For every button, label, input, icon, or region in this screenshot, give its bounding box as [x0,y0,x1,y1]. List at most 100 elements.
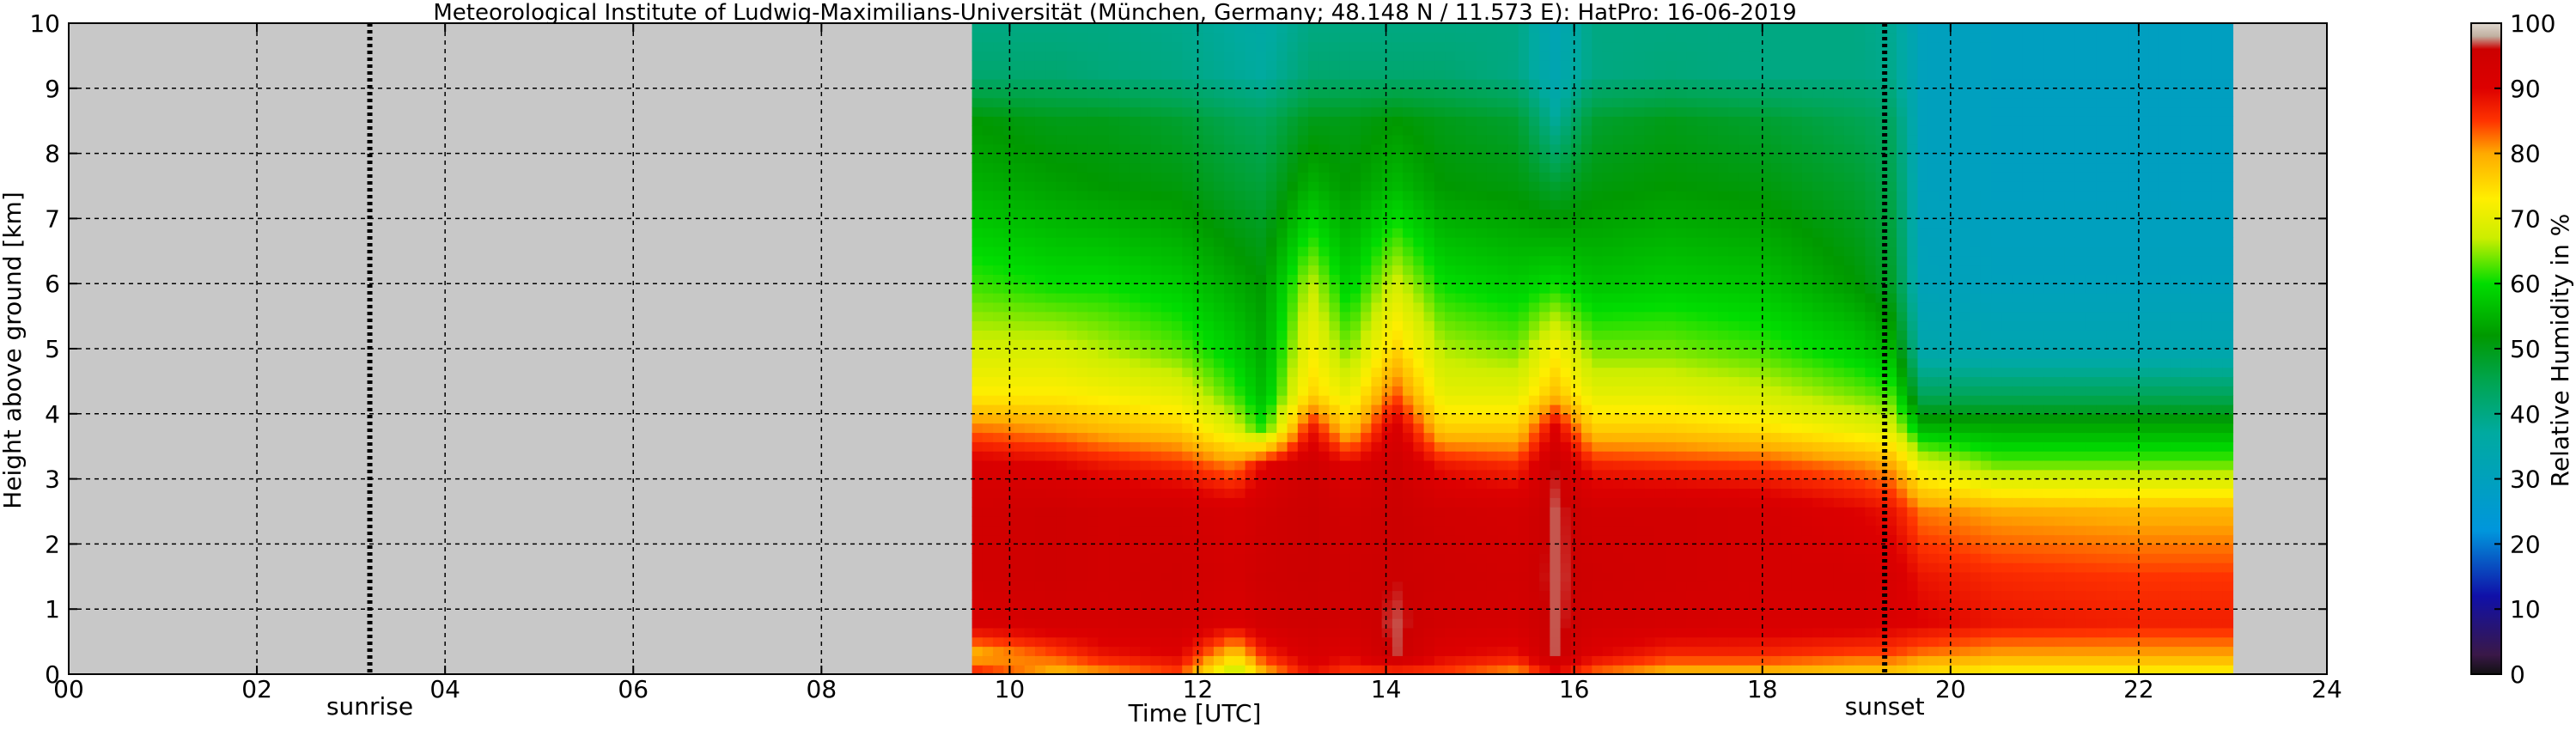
heatmap-cell [971,563,984,573]
heatmap-cell [1696,320,1708,331]
heatmap-cell [1140,563,1152,573]
heatmap-cell [993,534,1004,544]
heatmap-cell [1108,599,1120,610]
heatmap-cell [1707,488,1719,498]
heatmap-cell [1329,311,1341,322]
heatmap-cell [1707,376,1719,386]
heatmap-cell [1234,665,1246,675]
heatmap-cell [1507,172,1519,182]
heatmap-cell [1570,134,1582,145]
heatmap-cell [1266,311,1277,322]
heatmap-cell [1098,125,1110,136]
heatmap-cell [1066,172,1078,182]
heatmap-cell [1339,60,1351,70]
heatmap-cell [1160,581,1172,592]
heatmap-cell [1098,32,1110,43]
heatmap-cell [1034,599,1046,610]
heatmap-cell [1098,78,1110,89]
heatmap-cell [1087,41,1099,52]
heatmap-cell [1592,590,1604,600]
heatmap-cell [1349,172,1361,182]
heatmap-cell [1592,618,1604,629]
heatmap-cell [1361,60,1373,70]
heatmap-cell [1371,599,1383,610]
heatmap-cell [1361,265,1373,275]
heatmap-cell [1403,609,1414,619]
heatmap-cell [1696,228,1708,238]
heatmap-cell [1518,627,1530,638]
heatmap-cell [1172,488,1183,498]
heatmap-cell [1455,655,1467,666]
heatmap-cell [1381,478,1393,490]
heatmap-cell [1644,60,1656,70]
heatmap-cell [1349,497,1361,508]
heatmap-cell [1308,32,1319,43]
heatmap-cell [1140,544,1152,554]
heatmap-cell [1203,181,1215,192]
heatmap-cell [1003,283,1015,294]
heatmap-cell [1140,525,1152,536]
heatmap-cell [1371,320,1383,331]
heatmap-cell [1455,636,1467,648]
heatmap-cell [1297,581,1309,592]
heatmap-cell [993,88,1004,99]
heatmap-cell [1518,339,1530,350]
heatmap-cell [1718,599,1729,610]
heatmap-cell [1486,404,1498,415]
heatmap-cell [1276,636,1288,648]
heatmap-cell [1361,283,1373,294]
heatmap-cell [1423,423,1435,434]
heatmap-cell [1118,376,1130,386]
heatmap-cell [1160,571,1172,582]
heatmap-cell [1434,553,1446,563]
heatmap-cell [1403,665,1414,675]
heatmap-cell [1308,339,1319,350]
heatmap-cell [1172,618,1183,629]
heatmap-cell [1140,293,1152,303]
heatmap-cell [1087,283,1099,294]
heatmap-cell [1160,283,1172,294]
heatmap-cell [1130,97,1141,108]
heatmap-cell [1434,162,1446,173]
heatmap-cell [1686,237,1698,247]
heatmap-cell [1076,563,1088,573]
heatmap-cell [1528,349,1540,359]
heatmap-cell [1455,218,1467,228]
heatmap-cell [1486,413,1498,424]
heatmap-cell [1696,349,1708,359]
heatmap-cell [1539,413,1550,424]
heatmap-cell [1150,655,1162,666]
heatmap-cell [1182,97,1194,108]
heatmap-cell [1172,581,1183,592]
heatmap-cell [1087,478,1099,490]
heatmap-cell [1518,459,1530,471]
heatmap-cell [1560,646,1572,656]
heatmap-cell [1056,507,1068,517]
heatmap-cell [1592,301,1604,313]
heatmap-cell [1066,330,1078,340]
heatmap-cell [1644,376,1656,386]
heatmap-cell [1465,311,1477,322]
heatmap-cell [1034,143,1046,155]
heatmap-cell [1634,51,1646,61]
heatmap-cell [1213,330,1225,340]
heatmap-cell [1361,395,1373,405]
heatmap-cell [1003,70,1015,80]
heatmap-cell [1465,488,1477,498]
heatmap-cell [1392,432,1404,442]
heatmap-cell [1686,525,1698,536]
heatmap-cell [1287,599,1299,610]
heatmap-cell [1403,246,1414,257]
heatmap-cell [1098,97,1110,108]
heatmap-cell [1570,32,1582,43]
heatmap-cell [1160,618,1172,629]
heatmap-cell [1361,320,1373,331]
heatmap-cell [1707,143,1719,155]
heatmap-cell [1118,627,1130,638]
heatmap-cell [1140,553,1152,563]
heatmap-cell [1696,190,1708,201]
heatmap-cell [1686,134,1698,145]
heatmap-cell [1182,357,1194,368]
heatmap-cell [1686,199,1698,210]
heatmap-cell [982,395,994,405]
